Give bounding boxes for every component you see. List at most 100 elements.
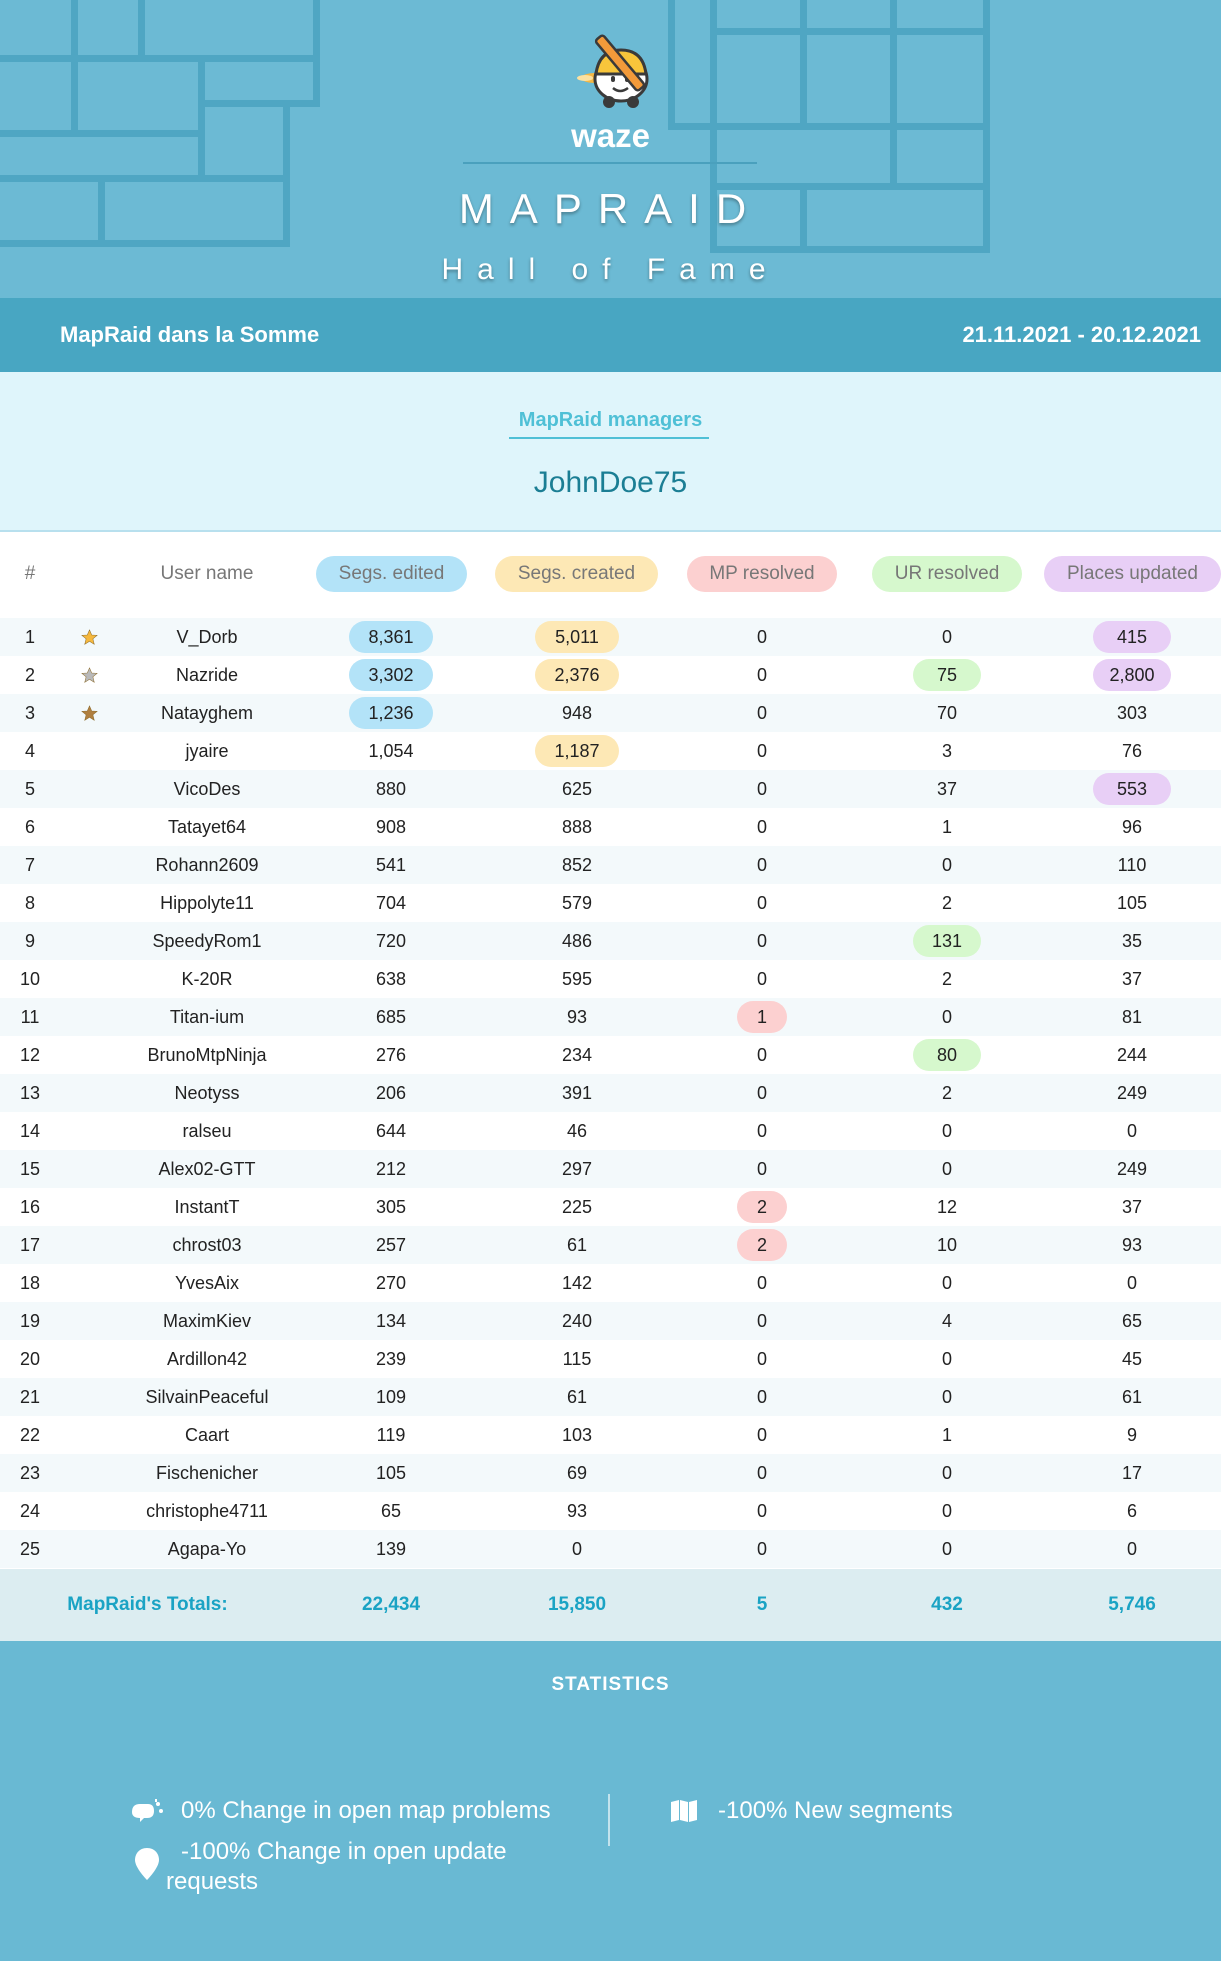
cell-mp-resolved: 0: [756, 741, 767, 761]
cell-segs-edited: 65: [380, 1501, 402, 1521]
cell-segs-edited: 8,361: [349, 621, 433, 653]
managers-underline: [509, 437, 709, 439]
cell-segs-created: 5,011: [535, 621, 619, 653]
cell-mp-resolved: 0: [756, 855, 767, 875]
table-row: 9 SpeedyRom1 720 486 0 131 35: [0, 922, 1221, 960]
cell-ur-resolved: 10: [936, 1235, 958, 1255]
cell-user-name: MaximKiev: [162, 1311, 251, 1331]
cell-places-updated: 2,800: [1093, 659, 1171, 691]
cell-ur-resolved: 3: [941, 741, 952, 761]
brand-name: waze: [571, 117, 650, 154]
table-row: 2 Nazride 3,302 2,376 0 75 2,800: [0, 656, 1221, 694]
totals-segs-edited: 22,434: [361, 1594, 421, 1615]
background-tiles: [0, 0, 1221, 298]
cell-places-updated: 93: [1121, 1235, 1143, 1255]
cell-ur-resolved: 80: [913, 1039, 981, 1071]
cell-user-name: chrost03: [172, 1235, 242, 1255]
cell-places-updated: 415: [1093, 621, 1171, 653]
cell-segs-edited: 276: [375, 1045, 407, 1065]
header-rank: #: [24, 563, 36, 584]
cell-segs-created: 888: [561, 817, 593, 837]
cell-rank: 24: [19, 1501, 41, 1521]
stats-divider: [608, 1794, 610, 1846]
table-row: 24 christophe4711 65 93 0 0 6: [0, 1492, 1221, 1530]
cell-user-name: SilvainPeaceful: [145, 1387, 269, 1407]
totals-segs-created: 15,850: [547, 1594, 607, 1615]
cell-user-name: Agapa-Yo: [167, 1539, 247, 1559]
page-title: MAPRAID: [458, 185, 763, 232]
stat-open-map-problems: 0% Change in open map problems: [181, 1797, 551, 1824]
cell-segs-created: 234: [561, 1045, 593, 1065]
cell-mp-resolved: 0: [756, 1273, 767, 1293]
cell-segs-created: 625: [561, 779, 593, 799]
cell-segs-created: 46: [566, 1121, 588, 1141]
cell-places-updated: 249: [1116, 1083, 1148, 1103]
cell-segs-edited: 139: [375, 1539, 407, 1559]
cell-mp-resolved: 0: [756, 817, 767, 837]
cell-places-updated: 553: [1093, 773, 1171, 805]
table-row: 18 YvesAix 270 142 0 0 0: [0, 1264, 1221, 1302]
cell-mp-resolved: 1: [737, 1001, 787, 1033]
table-row: 10 K-20R 638 595 0 2 37: [0, 960, 1221, 998]
cell-segs-edited: 908: [375, 817, 407, 837]
header: waze MAPRAID Hall of Fame: [0, 0, 1221, 298]
table-row: 20 Ardillon42 239 115 0 0 45: [0, 1340, 1221, 1378]
cell-rank: 6: [24, 817, 35, 837]
cell-user-name: Nazride: [175, 665, 239, 685]
waze-logo: [577, 34, 649, 108]
cell-segs-edited: 206: [375, 1083, 407, 1103]
table-row: 16 InstantT 305 225 2 12 37: [0, 1188, 1221, 1226]
cell-user-name: SpeedyRom1: [152, 931, 262, 951]
cell-rank: 21: [19, 1387, 41, 1407]
cell-segs-edited: 212: [375, 1159, 407, 1179]
table-row: 22 Caart 119 103 0 1 9: [0, 1416, 1221, 1454]
cell-ur-resolved: 2: [941, 893, 952, 913]
cell-user-name: Alex02-GTT: [158, 1159, 256, 1179]
cell-rank: 16: [19, 1197, 41, 1217]
cell-places-updated: 303: [1116, 703, 1148, 723]
cell-places-updated: 9: [1126, 1425, 1137, 1445]
star-silver-icon: [81, 667, 98, 683]
cell-ur-resolved: 0: [941, 1387, 952, 1407]
cell-places-updated: 249: [1116, 1159, 1148, 1179]
table-row: 1 V_Dorb 8,361 5,011 0 0 415: [0, 618, 1221, 656]
event-band: MapRaid dans la Somme 21.11.2021 - 20.12…: [0, 298, 1221, 372]
table-row: 15 Alex02-GTT 212 297 0 0 249: [0, 1150, 1221, 1188]
totals-row: MapRaid's Totals: 22,434 15,850 5 432 5,…: [0, 1569, 1221, 1641]
cell-user-name: Fischenicher: [155, 1463, 259, 1483]
cell-places-updated: 96: [1121, 817, 1143, 837]
map-problem-icon: [132, 1799, 163, 1822]
table-row: 25 Agapa-Yo 139 0 0 0 0: [0, 1530, 1221, 1568]
cell-rank: 20: [19, 1349, 41, 1369]
cell-mp-resolved: 0: [756, 1159, 767, 1179]
cell-mp-resolved: 0: [756, 779, 767, 799]
cell-ur-resolved: 0: [941, 1463, 952, 1483]
managers-label: MapRaid managers: [518, 409, 703, 431]
cell-segs-created: 115: [562, 1349, 592, 1369]
cell-user-name: YvesAix: [174, 1273, 240, 1293]
stat-open-update-requests: -100% Change in open update requests: [166, 1838, 507, 1895]
cell-ur-resolved: 0: [941, 1501, 952, 1521]
cell-segs-edited: 880: [375, 779, 407, 799]
cell-mp-resolved: 0: [756, 1425, 767, 1445]
cell-segs-created: 595: [561, 969, 593, 989]
cell-segs-created: 69: [566, 1463, 588, 1483]
cell-ur-resolved: 1: [941, 817, 952, 837]
cell-places-updated: 105: [1116, 893, 1148, 913]
cell-rank: 23: [19, 1463, 41, 1483]
table-row: 14 ralseu 644 46 0 0 0: [0, 1112, 1221, 1150]
managers-section: MapRaid managers JohnDoe75: [0, 372, 1221, 532]
cell-rank: 7: [24, 855, 35, 875]
cell-user-name: christophe4711: [146, 1501, 268, 1521]
cell-places-updated: 0: [1126, 1539, 1137, 1559]
cell-mp-resolved: 0: [756, 1463, 767, 1483]
table-header: # User name Segs. edited Segs. created M…: [0, 540, 1221, 610]
cell-user-name: Natayghem: [160, 703, 254, 723]
cell-segs-created: 297: [561, 1159, 593, 1179]
cell-ur-resolved: 75: [913, 659, 981, 691]
cell-ur-resolved: 131: [913, 925, 981, 957]
cell-ur-resolved: 1: [941, 1425, 952, 1445]
header-mp-resolved: MP resolved: [687, 556, 837, 592]
stat-new-segments: -100% New segments: [718, 1797, 953, 1824]
cell-segs-edited: 3,302: [349, 659, 433, 691]
